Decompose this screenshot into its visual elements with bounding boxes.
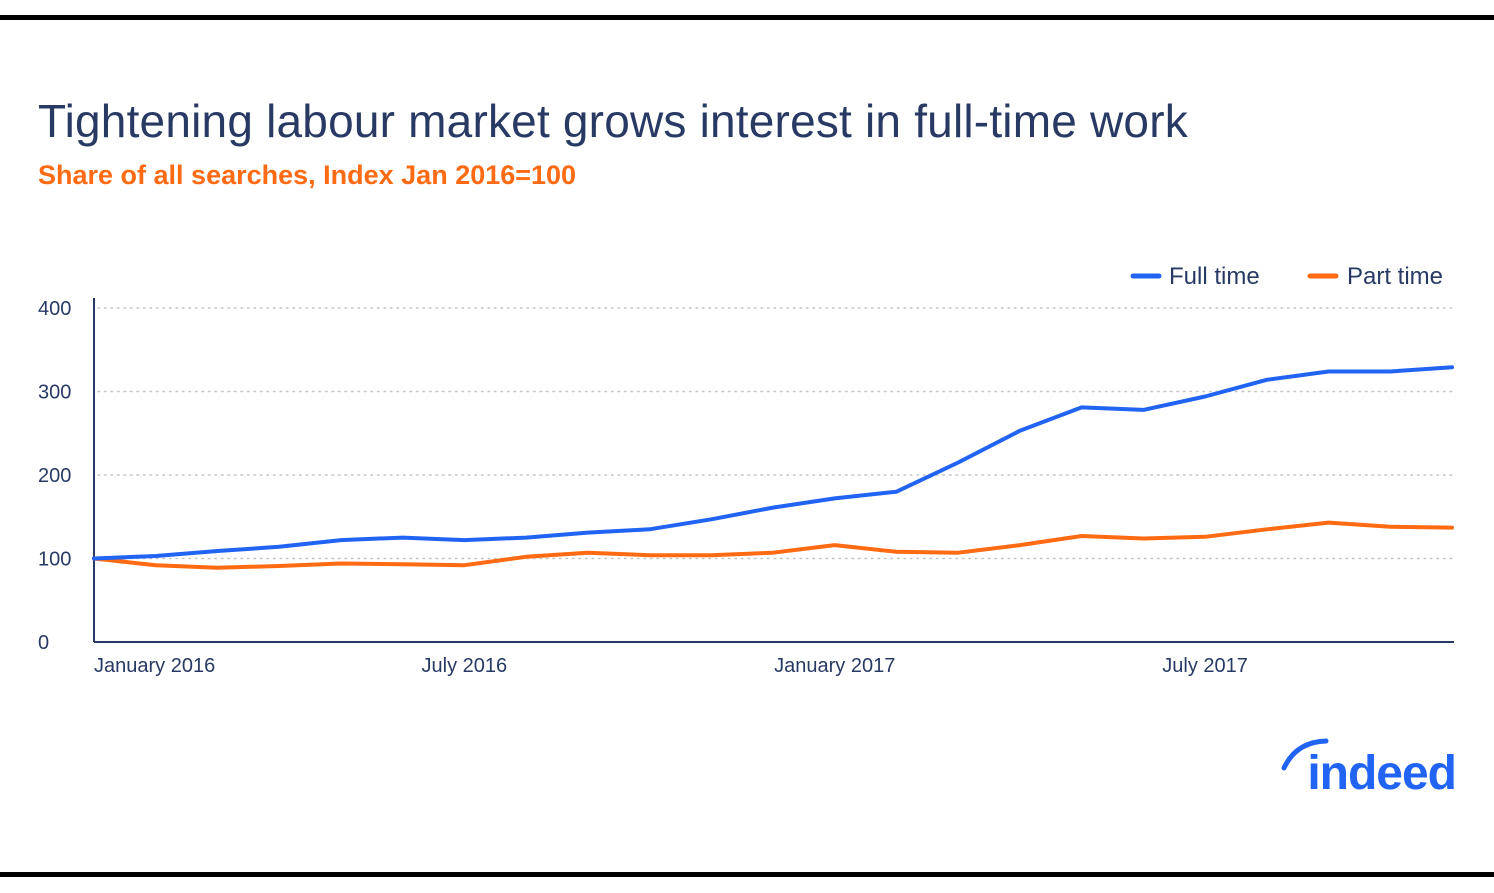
indeed-logo: indeed xyxy=(1281,738,1457,800)
x-tick-labels: January 2016 July 2016 January 2017 July 20… xyxy=(94,655,1248,677)
x-tick-label: January 2016 xyxy=(94,655,215,677)
x-tick-label: January 2017 xyxy=(774,655,895,677)
series-lines xyxy=(92,365,1454,570)
y-tick-labels: 0 100 200 300 400 xyxy=(38,298,71,654)
series-line-full-time xyxy=(92,365,1454,561)
chart-subtitle: Share of all searches, Index Jan 2016=10… xyxy=(38,160,577,190)
x-tick-label: July 2016 xyxy=(422,655,508,677)
legend-label-part-time: Part time xyxy=(1347,263,1443,290)
x-tick-label: July 2017 xyxy=(1162,655,1248,677)
grid-lines xyxy=(97,307,1455,560)
y-tick-label: 200 xyxy=(38,465,71,487)
bottom-rule xyxy=(0,872,1494,877)
y-tick-label: 400 xyxy=(38,298,71,320)
y-tick-label: 300 xyxy=(38,382,71,404)
legend-label-full-time: Full time xyxy=(1169,263,1260,290)
y-tick-label: 0 xyxy=(38,632,49,654)
chart-title: Tightening labour market grows interest … xyxy=(38,95,1188,147)
indeed-logo-text: indeed xyxy=(1307,747,1456,800)
legend: Full time Part time xyxy=(1130,263,1443,290)
series-line-part-time xyxy=(92,520,1454,570)
axes xyxy=(93,298,1454,643)
top-rule xyxy=(0,15,1494,20)
indeed-logo-arc-icon xyxy=(1281,738,1329,771)
y-tick-label: 100 xyxy=(38,549,71,571)
